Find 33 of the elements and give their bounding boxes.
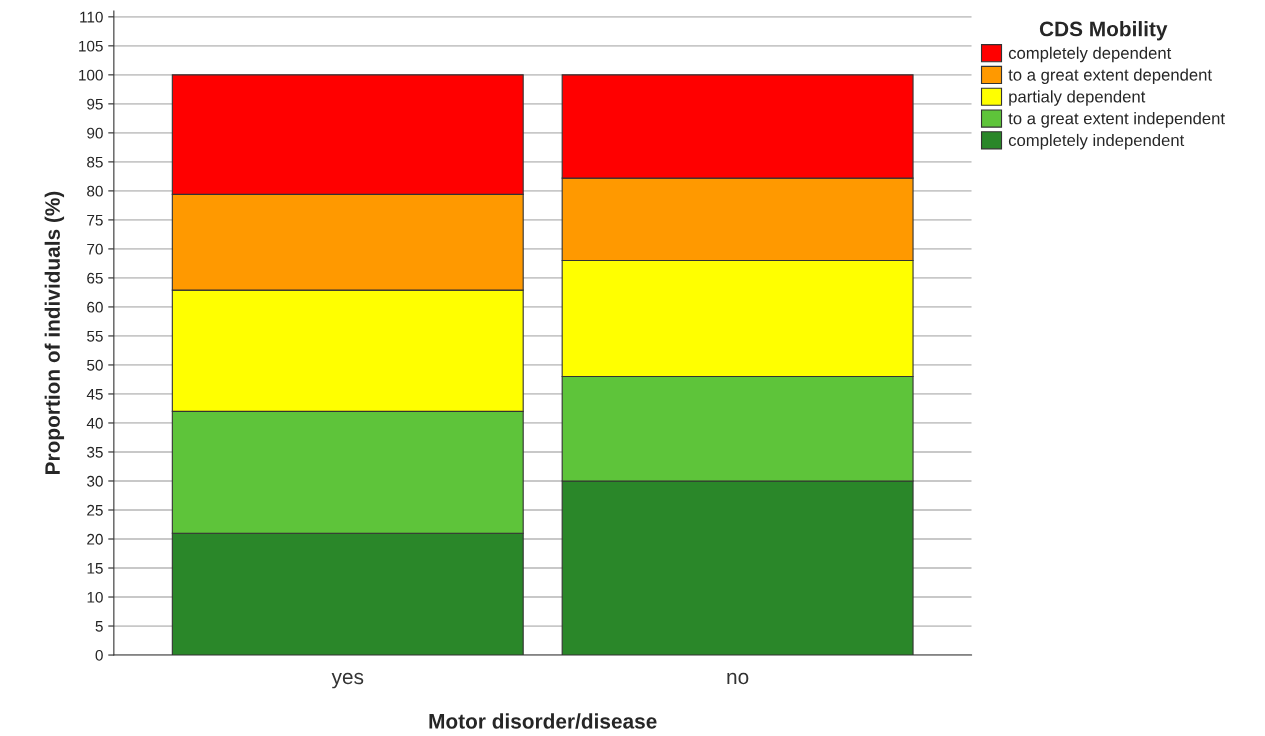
y-tick-label: 20 [87,533,103,545]
y-tick-label: 65 [87,272,103,284]
y-tick-label: 45 [86,388,103,400]
y-tick-label: 60 [87,301,103,313]
legend-label: to a great extent dependent [1008,68,1212,85]
legend-label: to a great extent independent [1008,112,1225,128]
y-tick-label: 90 [87,127,103,139]
y-tick-label: 110 [80,11,103,23]
y-tick-label: 10 [87,591,103,603]
y-tick-label: 15 [87,563,103,574]
legend-label: partialy dependent [1009,90,1146,106]
y-tick-label: 75 [87,214,103,226]
y-tick-label: 50 [87,359,103,371]
x-axis-title: Motor disorder/disease [429,713,657,729]
legend-label: completely independent [1008,133,1185,150]
y-tick-label: 70 [87,243,103,255]
y-tick-label: 0 [95,649,103,661]
y-tick-label: 35 [87,446,103,458]
y-tick-label: 40 [86,417,103,429]
y-tick-label: 30 [87,475,103,487]
y-tick-label: 80 [87,185,103,197]
x-tick-label: yes [331,672,364,689]
y-tick-label: 100 [79,69,103,81]
y-tick-label: 25 [87,504,103,516]
y-tick-label: 55 [87,330,103,342]
y-tick-label: 85 [87,156,103,168]
legend-label: completely dependent [1008,46,1172,63]
y-tick-label: 5 [95,621,103,632]
y-tick-label: 105 [79,40,103,52]
y-axis-title: Proportion of individuals (%) [44,191,65,474]
legend-title: CDS Mobility [1039,21,1168,41]
x-tick-label: no [727,672,749,685]
y-tick-label: 95 [87,98,103,110]
